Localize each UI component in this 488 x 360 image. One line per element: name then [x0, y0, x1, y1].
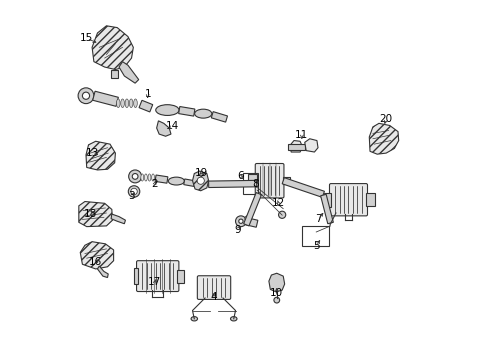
Polygon shape: [111, 214, 125, 224]
Text: 18: 18: [83, 209, 97, 219]
Polygon shape: [208, 180, 256, 188]
Polygon shape: [119, 62, 139, 83]
Text: 14: 14: [166, 121, 179, 131]
Text: 19: 19: [194, 168, 208, 178]
Text: 4: 4: [210, 292, 217, 302]
FancyBboxPatch shape: [197, 276, 230, 300]
Circle shape: [244, 216, 251, 222]
Text: 5: 5: [312, 241, 319, 251]
Text: 13: 13: [85, 148, 99, 158]
Text: 15: 15: [80, 33, 93, 43]
Polygon shape: [324, 193, 330, 207]
Ellipse shape: [230, 317, 237, 321]
Ellipse shape: [191, 317, 197, 321]
Polygon shape: [366, 193, 374, 206]
FancyBboxPatch shape: [255, 163, 284, 198]
Polygon shape: [304, 139, 317, 152]
Polygon shape: [133, 268, 138, 284]
Polygon shape: [368, 123, 398, 154]
Text: 8: 8: [251, 179, 258, 189]
Circle shape: [128, 186, 140, 197]
Text: 3: 3: [128, 191, 135, 201]
Circle shape: [235, 216, 246, 226]
Polygon shape: [80, 242, 113, 269]
Text: 6: 6: [237, 171, 244, 181]
Polygon shape: [79, 202, 112, 226]
Text: 1: 1: [144, 89, 151, 99]
Text: 16: 16: [89, 257, 102, 267]
Ellipse shape: [121, 99, 124, 108]
Text: 10: 10: [270, 288, 283, 298]
Circle shape: [238, 219, 243, 224]
Polygon shape: [245, 218, 257, 227]
Circle shape: [78, 88, 94, 104]
Polygon shape: [211, 112, 227, 122]
Circle shape: [197, 177, 204, 184]
Circle shape: [82, 92, 89, 99]
Text: 12: 12: [271, 198, 285, 208]
Bar: [301, 226, 328, 246]
Circle shape: [131, 188, 137, 195]
Polygon shape: [287, 144, 305, 150]
Text: 17: 17: [148, 277, 161, 287]
Polygon shape: [320, 194, 333, 224]
Ellipse shape: [116, 99, 120, 108]
Polygon shape: [97, 266, 108, 278]
Polygon shape: [155, 175, 167, 183]
Polygon shape: [92, 26, 133, 69]
Polygon shape: [111, 69, 118, 78]
Polygon shape: [183, 179, 194, 186]
Ellipse shape: [155, 105, 179, 116]
Polygon shape: [156, 121, 171, 136]
FancyBboxPatch shape: [136, 261, 179, 292]
Polygon shape: [243, 193, 261, 226]
Polygon shape: [177, 270, 183, 283]
Circle shape: [128, 170, 142, 183]
Ellipse shape: [151, 174, 154, 181]
FancyBboxPatch shape: [329, 184, 367, 216]
Circle shape: [273, 297, 279, 303]
Circle shape: [278, 211, 285, 219]
Polygon shape: [178, 107, 195, 116]
Polygon shape: [268, 273, 284, 292]
Polygon shape: [282, 177, 289, 184]
Text: 20: 20: [379, 114, 392, 124]
Ellipse shape: [125, 99, 128, 108]
Ellipse shape: [141, 174, 143, 181]
Polygon shape: [282, 178, 324, 197]
Text: 9: 9: [234, 225, 240, 235]
Ellipse shape: [133, 99, 137, 108]
Ellipse shape: [168, 177, 184, 185]
Polygon shape: [290, 140, 302, 152]
Bar: [243, 173, 257, 194]
Ellipse shape: [144, 174, 147, 181]
Polygon shape: [93, 91, 118, 106]
Circle shape: [132, 174, 138, 179]
Polygon shape: [247, 174, 256, 181]
Ellipse shape: [148, 174, 151, 181]
Text: 2: 2: [151, 179, 158, 189]
Ellipse shape: [194, 109, 211, 118]
Ellipse shape: [129, 99, 133, 108]
Polygon shape: [192, 171, 208, 191]
Text: 11: 11: [295, 130, 308, 140]
Polygon shape: [139, 100, 152, 112]
Text: 7: 7: [314, 215, 321, 224]
Polygon shape: [86, 141, 115, 170]
